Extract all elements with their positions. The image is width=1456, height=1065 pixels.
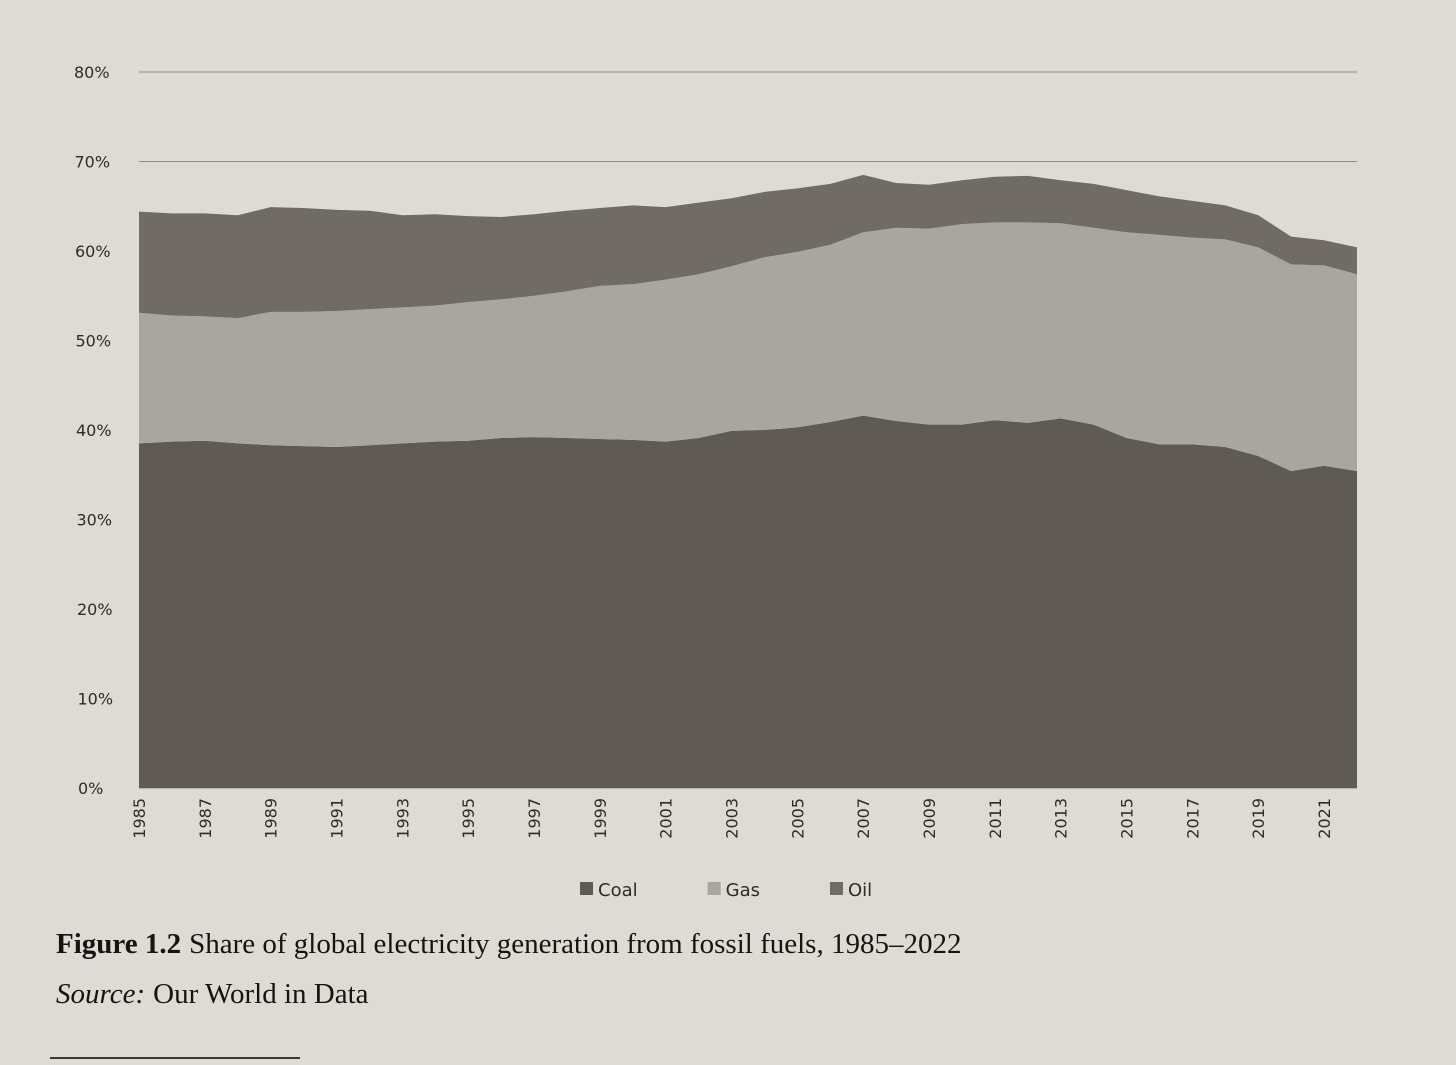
x-tick-label: 2001 — [657, 798, 676, 839]
x-tick-label: 1985 — [130, 798, 149, 839]
axes: 0% 10% 20% 30% 40% 50% 60% 70% 80% 1985 1987 1989 19… — [74, 63, 1334, 839]
legend-swatch — [829, 882, 843, 895]
areas — [139, 174, 1357, 788]
x-tick-label: 2007 — [854, 798, 873, 839]
y-tick-label: 0% — [78, 779, 103, 798]
x-tick-label: 1987 — [196, 798, 215, 839]
source-line: Source: Our World in Data — [56, 978, 369, 1010]
x-tick-label: 1993 — [393, 798, 412, 839]
y-tick-label: 80% — [74, 63, 110, 82]
area — [139, 174, 1357, 319]
x-tick-label: 1997 — [525, 798, 544, 839]
x-tick-label: 2017 — [1183, 798, 1202, 839]
legend: Coal Gas Oil — [580, 880, 872, 901]
caption: Figure 1.2 Share of global electricity ge… — [56, 928, 961, 960]
y-tick-label: 50% — [76, 332, 112, 351]
x-tick-label: 1995 — [459, 798, 478, 839]
source: Our World in Data — [153, 978, 369, 1010]
x-tick-label: 2019 — [1249, 798, 1268, 839]
x-tick-label: 2005 — [788, 798, 807, 839]
legend-label: Oil — [848, 880, 872, 901]
y-tick-label: 70% — [75, 153, 111, 172]
x-tick-label: 2013 — [1052, 798, 1071, 839]
y-tick-label: 10% — [78, 690, 114, 709]
x-tick-label: 2021 — [1315, 798, 1334, 839]
area — [139, 415, 1357, 788]
figure-label: Figure 1.2 — [56, 928, 181, 960]
x-tick-label: 2015 — [1118, 798, 1137, 839]
legend-label: Coal — [598, 880, 638, 901]
x-tick-label: 2003 — [723, 798, 742, 839]
y-tick-label: 40% — [76, 421, 112, 440]
x-tick-label: 1991 — [328, 798, 347, 839]
chart-title: Share of global electricity generation f… — [189, 928, 961, 960]
legend-label: Gas — [726, 880, 760, 901]
x-tick-label: 1999 — [591, 798, 610, 839]
source-label: Source: — [56, 978, 145, 1010]
x-tick-label: 2009 — [920, 798, 939, 839]
y-tick-label: 20% — [77, 600, 113, 619]
y-tick-label: 60% — [75, 242, 111, 261]
x-tick-label: 1989 — [262, 798, 281, 839]
y-tick-label: 30% — [77, 511, 113, 530]
x-tick-label: 2011 — [986, 798, 1005, 839]
area — [139, 222, 1357, 472]
legend-swatch — [580, 882, 593, 895]
legend-swatch — [707, 882, 721, 895]
